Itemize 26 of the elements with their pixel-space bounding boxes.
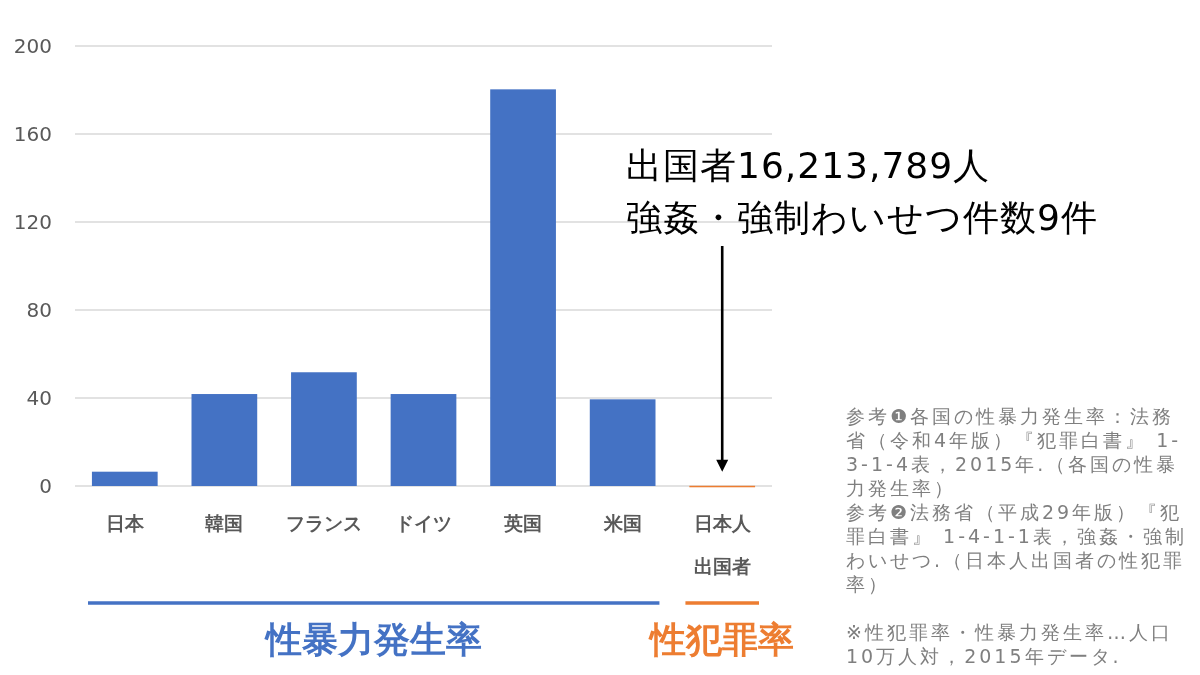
bar xyxy=(490,89,556,486)
x-tick-label: 日本 xyxy=(105,512,145,534)
y-tick-label: 120 xyxy=(13,210,52,234)
bar xyxy=(291,372,357,486)
text: 参考❷法務省（平成29年版）『犯罪白書』 1-4-1-1表，強姦・強制わいせつ.（日本人出国者の性犯罪率） xyxy=(846,500,1188,596)
x-tick-label: 米国 xyxy=(602,512,642,534)
y-tick-label: 160 xyxy=(13,122,52,146)
text: 性暴力発生率 xyxy=(263,619,482,660)
bar xyxy=(191,394,258,486)
y-tick-label: 40 xyxy=(26,386,52,410)
y-tick-label: 0 xyxy=(39,474,52,498)
y-tick-label: 80 xyxy=(26,298,52,322)
text: 性犯罪率 xyxy=(648,619,795,660)
bar xyxy=(589,399,656,486)
x-tick-label: ドイツ xyxy=(395,512,452,534)
bar xyxy=(390,394,457,486)
annotation: 出国者16,213,789人 xyxy=(626,145,991,186)
bar xyxy=(91,471,158,486)
annotation: 強姦・強制わいせつ件数9件 xyxy=(626,197,1098,238)
y-tick-label: 200 xyxy=(13,34,52,58)
x-tick-label: 英国 xyxy=(503,512,543,534)
x-tick-label: 韓国 xyxy=(205,512,244,534)
x-tick-label: フランス xyxy=(285,512,362,534)
text: ※性犯罪率・性暴力発生率…人口10万人対，2015年データ. xyxy=(846,620,1174,668)
text: 参考❶各国の性暴力発生率：法務省（令和4年版）『犯罪白書』 1-3-1-4表，2015年.（各国の性暴力発生率） xyxy=(846,404,1183,500)
x-tick-label: 日本人出国者 xyxy=(693,512,752,577)
